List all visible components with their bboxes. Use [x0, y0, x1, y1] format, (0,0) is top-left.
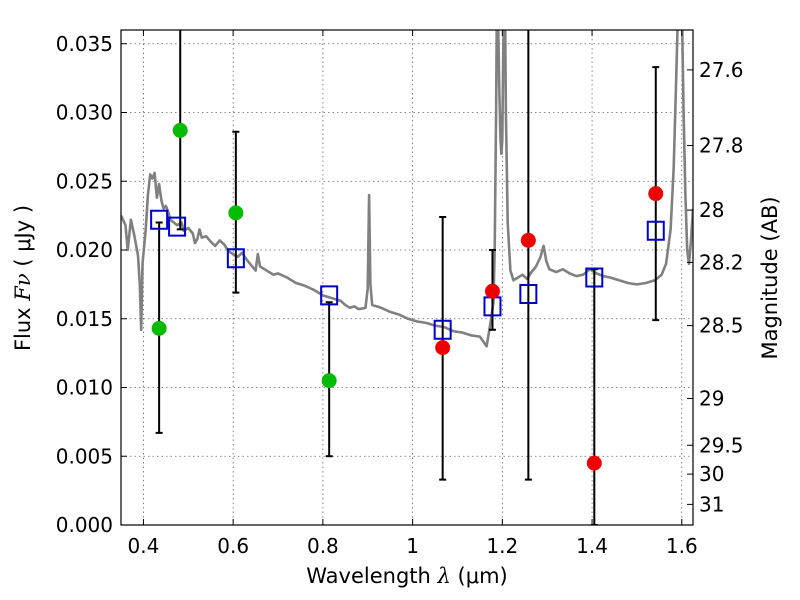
y2-tick-label: 28.2	[699, 250, 744, 274]
observed-flux-point	[520, 232, 536, 248]
model-photometry-square	[433, 319, 452, 340]
x-tick-label: 1.6	[666, 534, 698, 558]
observed-flux-point	[435, 340, 451, 356]
y-axis-title: Flux Fν ( μJy )	[11, 205, 35, 351]
spectrum-line	[121, 30, 693, 348]
y2-tick-label: 29.5	[699, 433, 744, 457]
y2-tick-label: 29	[699, 387, 724, 411]
y-tick-label: 0.005	[56, 444, 113, 468]
y-tick-label: 0.025	[56, 169, 113, 193]
x-tick-label: 1	[406, 534, 419, 558]
observed-flux-point	[586, 455, 602, 471]
axes-frame	[120, 29, 694, 526]
y-tick-label: 0.035	[56, 32, 113, 56]
observed-flux-point	[151, 320, 167, 336]
y-tick-label: 0.010	[56, 376, 113, 400]
observed-flux-point	[484, 283, 500, 299]
model-photometry-square	[226, 248, 245, 269]
model-photometry-square	[585, 267, 604, 288]
x-tick-label: 1.2	[486, 534, 518, 558]
y2-tick-label: 30	[699, 462, 724, 486]
y2-tick-label: 31	[699, 492, 724, 516]
observed-flux-point	[172, 122, 188, 138]
y-tick-label: 0.020	[56, 238, 113, 262]
y2-axis-title: Magnitude (AB)	[758, 196, 782, 359]
y2-tick-label: 28.5	[699, 314, 744, 338]
y2-tick-label: 27.6	[699, 58, 744, 82]
spectrum-layer	[121, 30, 693, 348]
y2-tick-label: 27.8	[699, 134, 744, 158]
model-photometry-square	[320, 285, 339, 306]
y-tick-label: 0.015	[56, 307, 113, 331]
y-tick-label: 0.000	[56, 513, 113, 537]
model-photometry-square	[519, 284, 538, 304]
x-axis-title: Wavelength λ (μm)	[306, 564, 507, 588]
observed-flux-point	[228, 205, 244, 221]
marker-layer	[150, 122, 665, 471]
observed-flux-point	[321, 373, 337, 389]
model-photometry-square	[150, 209, 169, 230]
x-tick-label: 0.8	[307, 534, 339, 558]
x-tick-label: 0.4	[128, 534, 160, 558]
y-tick-label: 0.030	[56, 101, 113, 125]
model-photometry-square	[168, 216, 187, 237]
ticks	[121, 30, 693, 526]
tick-labels: 0.4 0.6 0.8 1 1.2 1.4 1.6 0.000 0.005 0.010 0.015 0…	[56, 32, 744, 558]
x-tick-label: 0.6	[217, 534, 249, 558]
grid	[121, 30, 693, 526]
observed-flux-point	[648, 186, 664, 202]
model-photometry-square	[646, 220, 665, 241]
y2-tick-label: 28	[699, 198, 724, 222]
x-tick-label: 1.4	[576, 534, 608, 558]
